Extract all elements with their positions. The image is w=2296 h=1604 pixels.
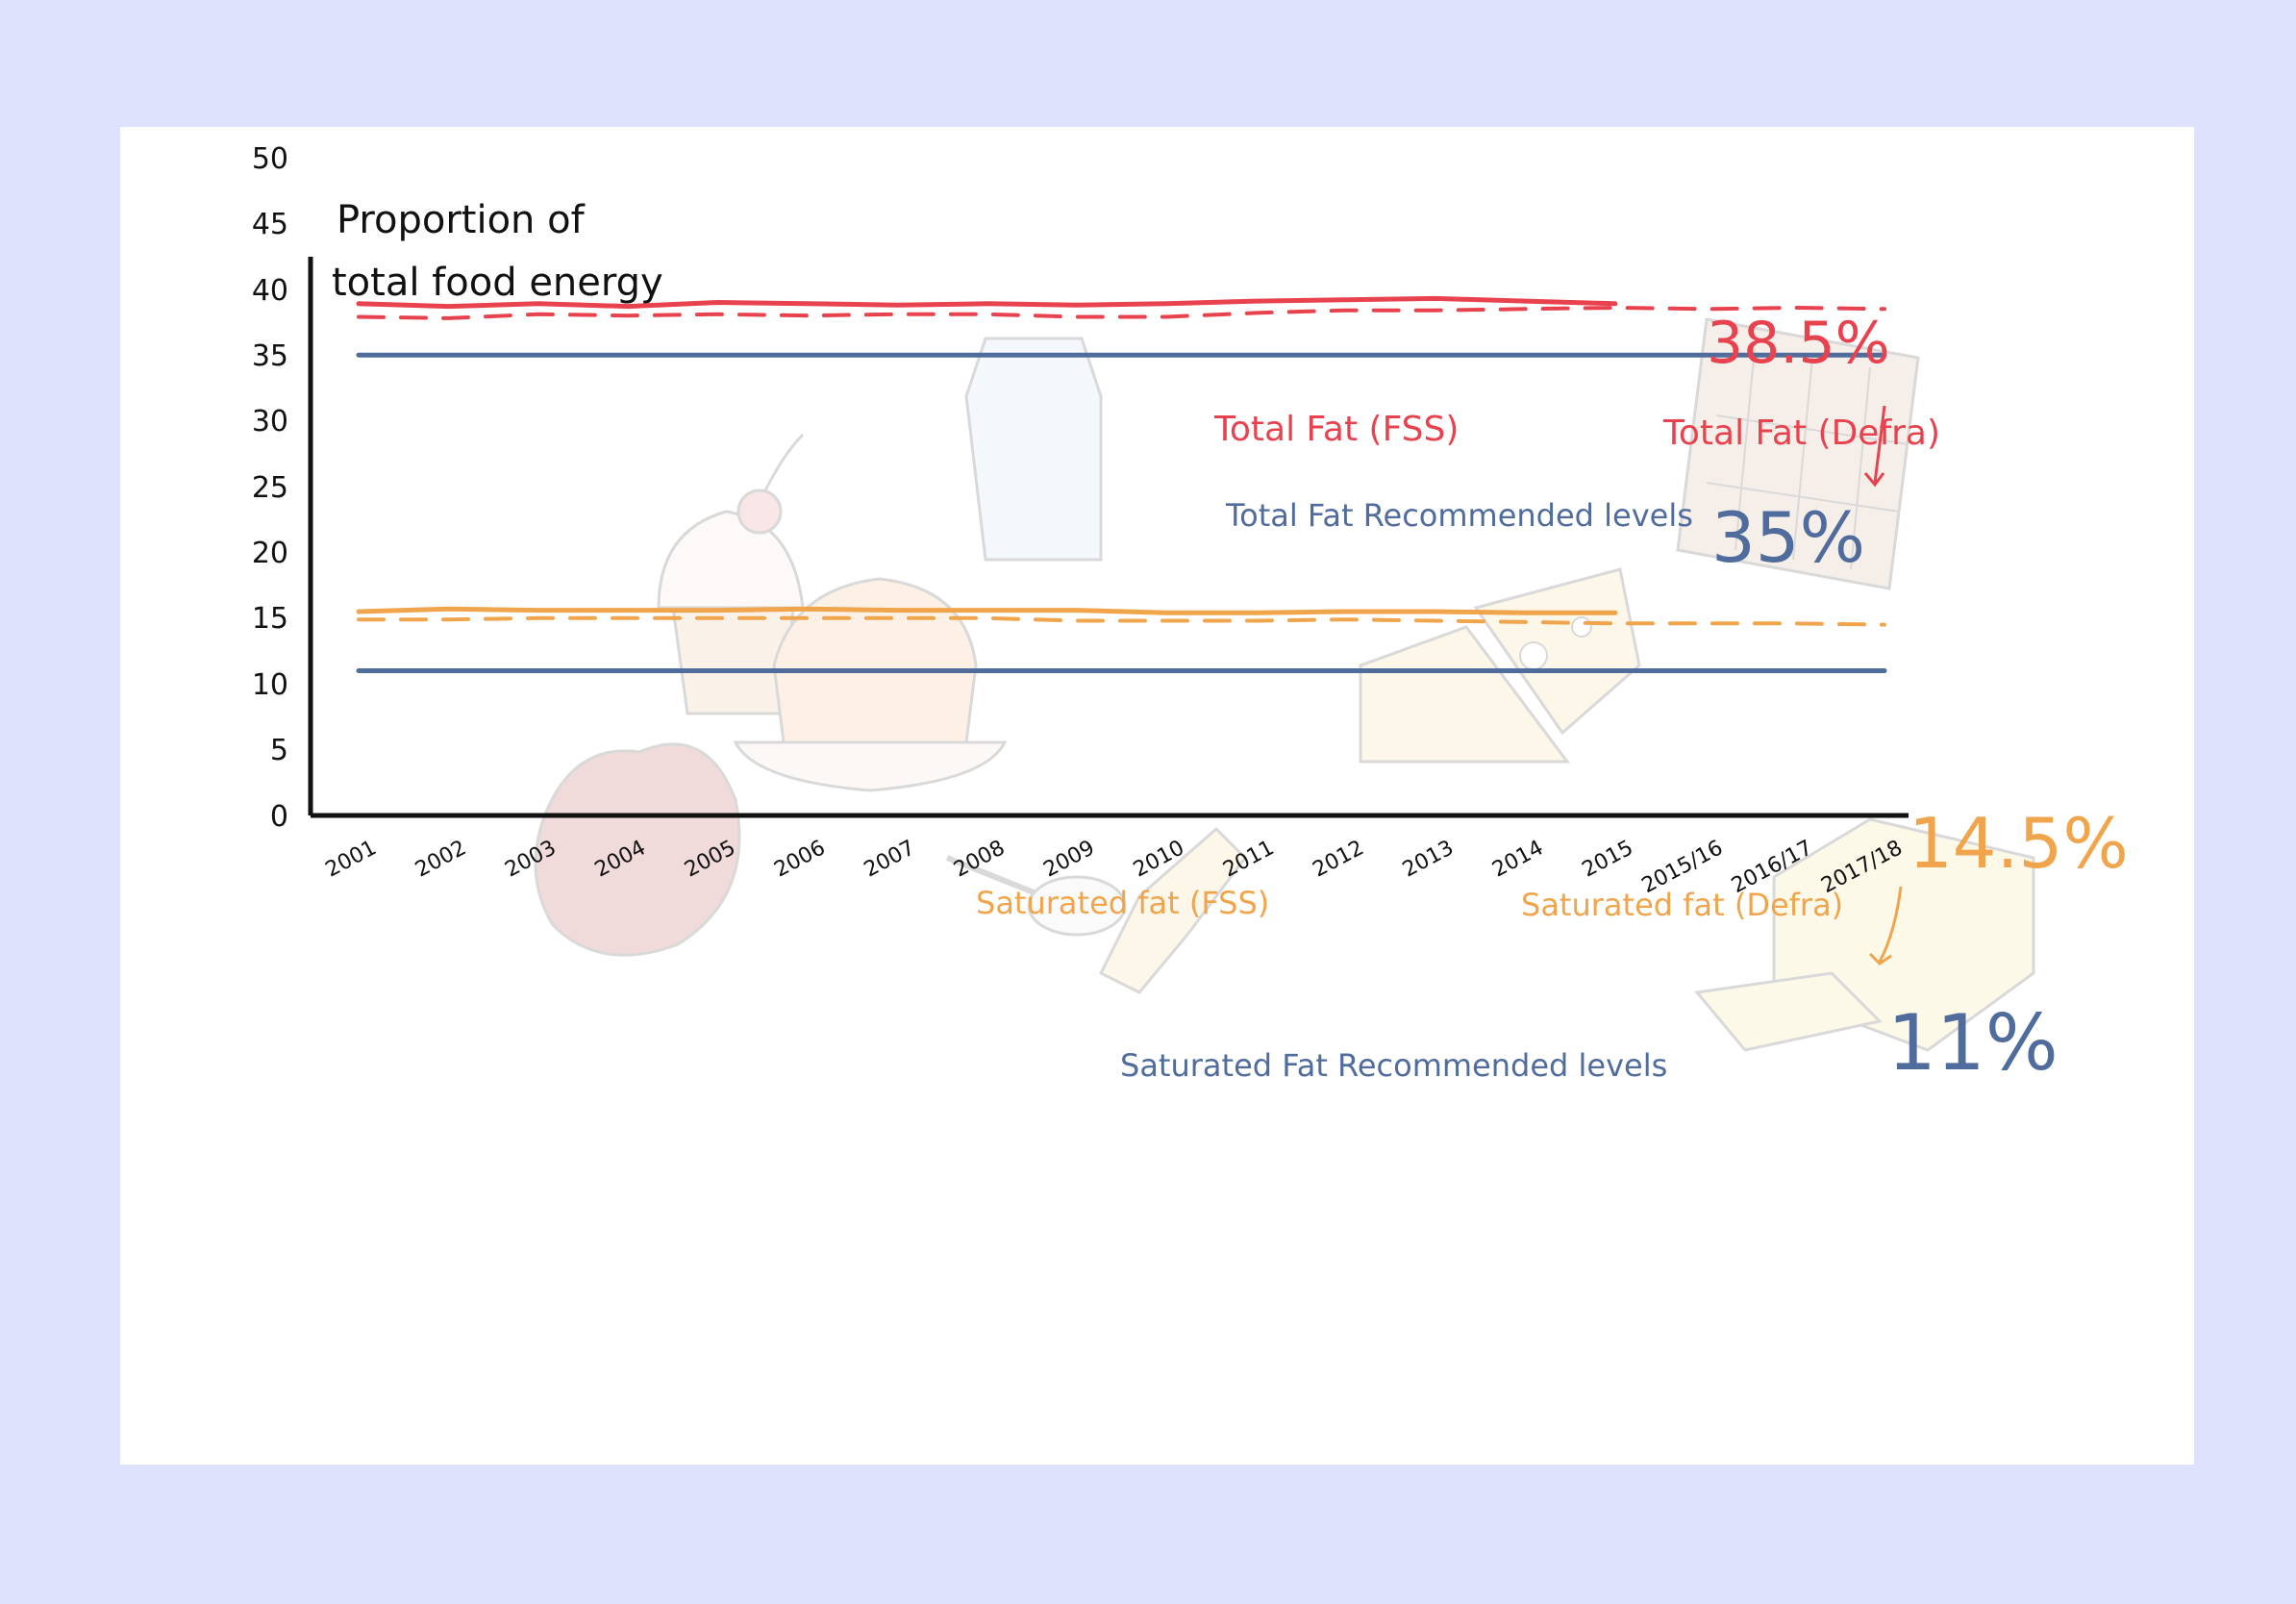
x-tick-label: 2015 [1579, 836, 1637, 882]
butter-icon [1694, 817, 2035, 1052]
annotation-total-fat-defra-value: 38.5% [1707, 310, 1890, 377]
series-line-sf_defra [357, 615, 1886, 627]
y-tick-label: 20 [252, 537, 288, 570]
y-tick-label: 15 [252, 602, 288, 636]
x-tick-label: 2007 [861, 836, 919, 882]
x-tick-label: 2013 [1399, 836, 1458, 882]
x-tick-label: 2006 [770, 836, 829, 882]
y-tick-label: 0 [270, 800, 288, 834]
chart-card: Proportion of total food energy 0 5 10 1… [120, 127, 2194, 1465]
y-tick-label: 30 [252, 405, 288, 439]
x-tick-label: 2008 [950, 836, 1009, 882]
series-line-tf_fss [356, 295, 1618, 310]
arrow-saturated-fat-defra [1868, 886, 1903, 965]
series-line-sf_fss [356, 606, 1618, 615]
x-tick-label: 2002 [412, 836, 470, 882]
annotation-saturated-fat-defra-value: 14.5% [1909, 803, 2129, 884]
y-tick-label: 40 [252, 274, 288, 308]
chocolate-bar-icon [1676, 317, 1920, 590]
label-saturated-fat-defra: Saturated fat (Defra) [1521, 887, 1843, 923]
line-chart: Proportion of total food energy 0 5 10 1… [252, 142, 2129, 1088]
spoon-icon [945, 855, 1127, 937]
annotation-saturated-fat-recommended-value: 11% [1887, 998, 2059, 1088]
y-tick-label: 5 [270, 734, 288, 767]
series-layer [356, 295, 1887, 673]
steak-icon [534, 742, 741, 957]
y-axis-title-line1: Proportion of [337, 198, 586, 242]
cheese-icon [1359, 567, 1641, 764]
y-tick-label: 35 [252, 339, 288, 373]
x-tick-label: 2001 [322, 836, 381, 882]
label-total-fat-fss: Total Fat (FSS) [1213, 410, 1459, 449]
y-tick-label: 50 [252, 142, 288, 176]
arrow-total-fat-defra [1863, 405, 1886, 488]
x-tick-label: 2014 [1488, 836, 1547, 882]
y-tick-label: 25 [252, 471, 288, 505]
series-line-tf_defra [357, 306, 1886, 320]
axes [308, 257, 1909, 818]
background-doodles [534, 317, 2035, 1052]
label-saturated-fat-fss: Saturated fat (FSS) [976, 885, 1269, 921]
cupcake-icon [657, 433, 805, 715]
y-tick-label: 10 [252, 668, 288, 702]
y-axis-title-line2: total food energy [332, 261, 663, 305]
x-tick-label: 2012 [1310, 836, 1368, 882]
annotation-total-fat-recommended-value: 35% [1711, 497, 1865, 578]
label-total-fat-recommended: Total Fat Recommended levels [1225, 497, 1693, 534]
y-tick-label: 45 [252, 208, 288, 241]
label-saturated-fat-recommended: Saturated Fat Recommended levels [1120, 1047, 1667, 1084]
x-tick-label: 2009 [1039, 836, 1098, 882]
label-total-fat-defra: Total Fat (Defra) [1662, 414, 1940, 453]
milk-carton-icon [964, 337, 1103, 562]
oil-bottle-icon [1098, 826, 1247, 994]
